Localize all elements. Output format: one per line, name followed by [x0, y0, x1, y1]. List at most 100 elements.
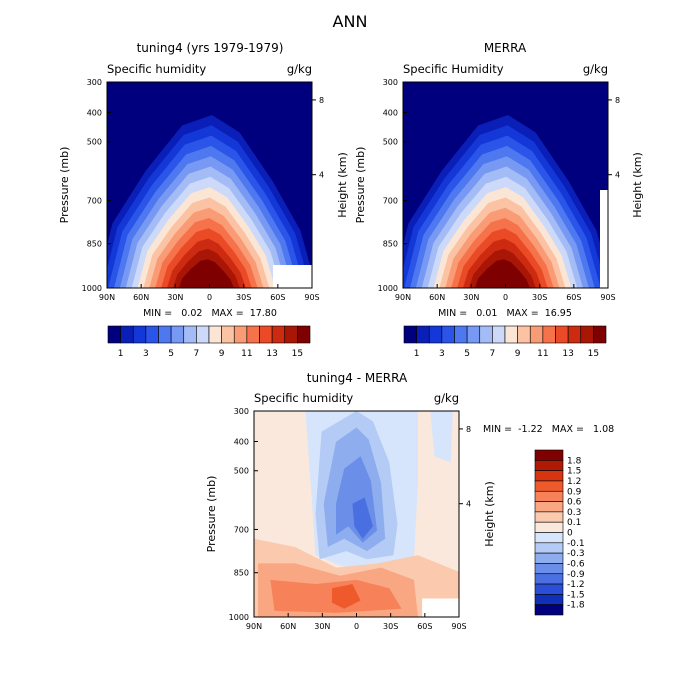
colorbar-label: 0.9: [567, 487, 582, 497]
colorbar-swatch: [542, 325, 556, 344]
x-tick-label: 30N: [167, 293, 183, 302]
colorbar-label: 9: [219, 349, 225, 359]
colorbar-swatch: [158, 325, 172, 344]
colorbar-label: -1.5: [567, 590, 585, 600]
colorbar-label: -0.6: [567, 559, 585, 569]
colorbar-swatch: [534, 490, 564, 502]
missing-data-region: [422, 598, 459, 617]
colorbar-swatch: [297, 325, 311, 344]
contour-band: [331, 584, 361, 609]
panel-diff-contours: [254, 411, 459, 617]
colorbar-swatch: [428, 325, 443, 344]
contour-band: [430, 411, 453, 463]
colorbar-swatch: [284, 325, 298, 344]
colorbar-swatch: [567, 325, 582, 344]
x-tick-label: 30S: [236, 293, 251, 302]
colorbar-swatch: [534, 563, 564, 575]
x-tick-label: 90S: [451, 622, 466, 631]
y-tick-label: 300: [87, 78, 102, 87]
colorbar-swatch: [534, 460, 564, 471]
panel-model-ylabel: Pressure (mb): [58, 147, 71, 224]
colorbar-swatch: [145, 325, 159, 344]
x-tick-label: 90S: [304, 293, 319, 302]
y-tick-label: 300: [383, 78, 398, 87]
colorbar-swatch: [441, 325, 455, 344]
x-tick-label: 90N: [99, 293, 115, 302]
colorbar-label: 3: [439, 349, 445, 359]
x-tick-label: 60N: [429, 293, 445, 302]
x-tick-label: 60S: [417, 622, 432, 631]
panel-diff-y2label: Height (km): [483, 481, 496, 547]
y-tick-label: 400: [383, 108, 398, 117]
panel-obs-contours: [403, 82, 608, 288]
panel-obs-y2label: Height (km): [631, 152, 644, 218]
colorbar-label: 13: [266, 349, 277, 359]
panel-obs-units: g/kg: [583, 62, 608, 76]
y-tick-label: 700: [87, 196, 102, 205]
panel-model-colorbar: 1 3 5 7 9 11 13 15: [107, 325, 311, 359]
contour-band: [178, 259, 234, 288]
colorbar-swatch: [271, 325, 286, 344]
y-tick-label: 1000: [229, 613, 249, 622]
colorbar-swatch: [221, 325, 235, 344]
x-tick-label: 60N: [133, 293, 149, 302]
colorbar-label: -0.1: [567, 539, 585, 549]
panel-obs-variable: Specific Humidity: [403, 62, 504, 76]
figure-title: ANN: [333, 12, 368, 31]
colorbar-label: 7: [490, 349, 496, 359]
x-tick-label: 30S: [383, 622, 398, 631]
colorbar-label: 11: [537, 349, 548, 359]
x-tick-label: 60N: [280, 622, 296, 631]
colorbar-swatch: [196, 325, 210, 344]
y-tick-label: 400: [234, 437, 249, 446]
panel-diff-stats: MIN = -1.22 MAX = 1.08: [483, 424, 614, 435]
colorbar-label: 1.2: [567, 477, 581, 487]
y-tick-label: 700: [234, 525, 249, 534]
colorbar-swatch: [534, 542, 564, 554]
colorbar-label: 1.5: [567, 467, 581, 477]
y-tick-label: 850: [383, 240, 398, 249]
colorbar-label: 0.1: [567, 518, 581, 528]
colorbar-label: 3: [143, 349, 149, 359]
contour-band: [352, 497, 373, 539]
colorbar-swatch: [120, 325, 134, 344]
colorbar-swatch: [534, 501, 564, 513]
colorbar-swatch: [416, 325, 430, 344]
colorbar-swatch: [534, 604, 564, 616]
x-tick-label: 90S: [600, 293, 615, 302]
x-tick-label: 90N: [395, 293, 411, 302]
colorbar-swatch: [534, 511, 564, 523]
panel-model-contours: [107, 82, 312, 288]
colorbar-swatch: [466, 325, 481, 344]
colorbar-label: 7: [194, 349, 200, 359]
colorbar-label: 5: [168, 349, 174, 359]
x-tick-label: 90N: [246, 622, 262, 631]
missing-data-region: [600, 190, 608, 288]
y-tick-label: 850: [87, 240, 102, 249]
missing-data-region: [273, 265, 312, 288]
y2-tick-label: 8: [466, 425, 471, 434]
colorbar-swatch: [492, 325, 506, 344]
y2-tick-label: 4: [615, 171, 620, 180]
x-tick-label: 30N: [314, 622, 330, 631]
colorbar-swatch: [534, 521, 564, 533]
panel-diff-variable: Specific humidity: [254, 391, 353, 405]
colorbar-label: -0.9: [567, 570, 585, 580]
colorbar-swatch: [534, 480, 564, 492]
panel-obs-stats: MIN = 0.01 MAX = 16.95: [438, 308, 572, 319]
colorbar-label: -1.8: [567, 601, 585, 611]
panel-model-stats: MIN = 0.02 MAX = 17.80: [143, 308, 277, 319]
x-tick-label: 0: [207, 293, 212, 302]
colorbar-label: 0.3: [567, 508, 581, 518]
y-tick-label: 700: [383, 196, 398, 205]
colorbar-label: 5: [464, 349, 470, 359]
y2-tick-label: 8: [319, 96, 324, 105]
panel-obs: MERRA Specific Humidity g/kg 30040050070…: [354, 41, 644, 359]
contour-band: [474, 259, 530, 288]
x-tick-label: 60S: [566, 293, 581, 302]
colorbar-swatch: [183, 325, 197, 344]
panel-model: tuning4 (yrs 1979-1979) Specific humidit…: [58, 41, 349, 359]
y2-tick-label: 4: [466, 500, 471, 509]
colorbar-swatch: [233, 325, 248, 344]
